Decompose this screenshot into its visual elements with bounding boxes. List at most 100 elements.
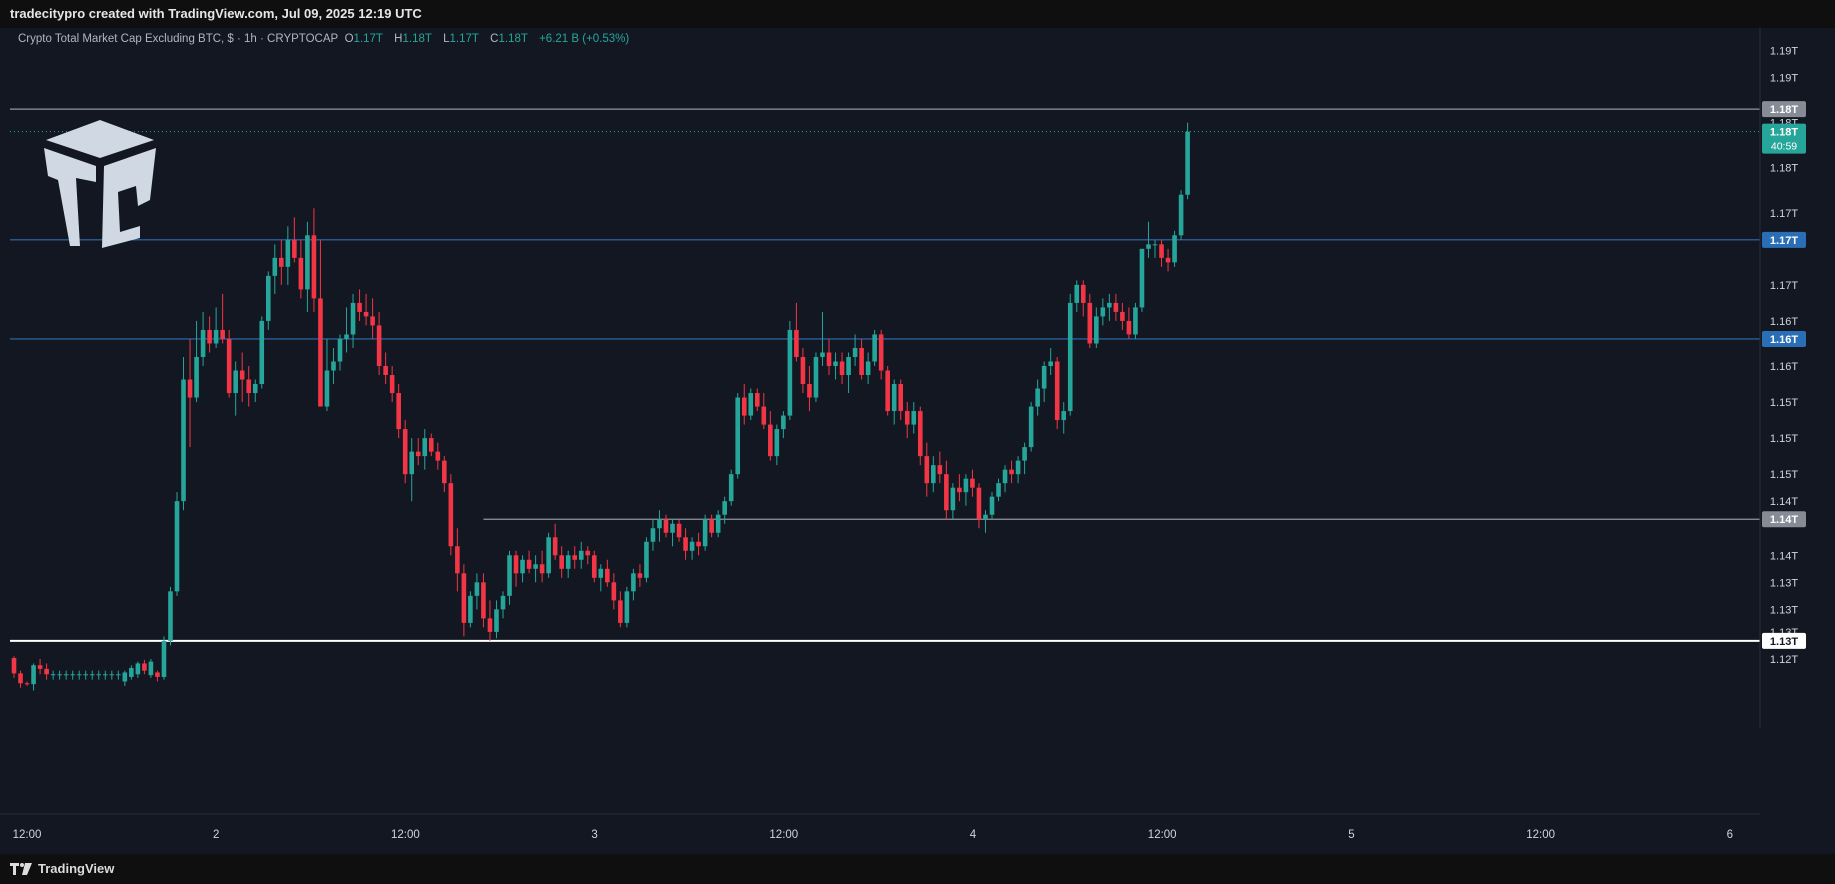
candle-body: [611, 582, 617, 601]
candle-body: [239, 370, 245, 380]
candle-body: [820, 352, 825, 357]
price-tick-label: 1.17T: [1770, 280, 1798, 292]
candle-body: [931, 465, 936, 484]
candle-body: [1022, 447, 1027, 461]
price-chart[interactable]: 1.19T 1.19T 1.18T 1.18T 1.17T 1.17T 1.16T 1.16T…: [0, 28, 1835, 854]
candle-body: [83, 674, 89, 676]
candle-body: [109, 674, 115, 676]
legend-symbol: Crypto Total Market Cap Excluding BTC, $…: [18, 33, 339, 45]
countdown-label: 40:59: [1771, 141, 1797, 153]
price-level-badge: [1762, 632, 1806, 649]
candle-body: [1061, 411, 1067, 421]
candle-body: [741, 397, 747, 416]
candle-body: [963, 478, 969, 493]
legend-low-label: L: [443, 33, 450, 45]
candle-body: [1080, 284, 1086, 303]
candle-body: [265, 275, 271, 321]
candle-body: [533, 564, 538, 569]
time-tick-label: 4: [970, 829, 977, 841]
tradingview-brand[interactable]: TradingView: [10, 854, 114, 884]
candle-body: [1172, 235, 1177, 263]
candle-body: [122, 672, 128, 682]
candle-body: [155, 672, 160, 677]
price-tick-label: 1.19T: [1770, 73, 1798, 85]
candle-body: [331, 361, 336, 371]
candle-body: [644, 541, 649, 578]
candle-body: [435, 451, 441, 461]
candle-body: [76, 674, 82, 676]
time-tick-label: 12:00: [1526, 829, 1555, 841]
candle-body: [337, 338, 343, 362]
candle-body: [552, 537, 558, 556]
candle-body: [1002, 469, 1008, 484]
tradingview-logo-icon: [10, 863, 32, 875]
candles: [11, 122, 1190, 691]
price-level-labels: 1.18T 1.17T 1.16T 1.14T 1.13T 1.18T 40:59: [1762, 101, 1806, 649]
candle-body: [311, 235, 317, 299]
candle-body: [350, 302, 356, 335]
candle-body: [357, 302, 362, 312]
candle-body: [885, 370, 890, 412]
attribution-text: tradecitypro created with TradingView.co…: [10, 6, 422, 21]
candle-body: [220, 329, 225, 339]
candle-body: [422, 438, 428, 457]
time-axis: 12:00212:00312:00412:00512:00612:00712:0…: [0, 813, 1760, 841]
candle-body: [96, 674, 102, 676]
candle-body: [1107, 302, 1112, 308]
time-tick-label: 12:00: [1148, 829, 1177, 841]
candle-body: [187, 379, 193, 398]
candle-body: [728, 474, 734, 502]
candle-body: [1100, 307, 1106, 317]
price-tick-label: 1.18T: [1770, 163, 1798, 175]
candle-body: [852, 347, 858, 357]
chart-legend: Crypto Total Market Cap Excluding BTC, $…: [18, 33, 629, 45]
candle-body: [1133, 307, 1138, 335]
candle-body: [1048, 361, 1053, 366]
candle-body: [1120, 311, 1125, 321]
candle-body: [774, 429, 780, 457]
candle-body: [898, 384, 904, 412]
candle-body: [102, 674, 108, 676]
candle-body: [585, 550, 591, 556]
price-tick-label: 1.14T: [1770, 550, 1798, 562]
candle-body: [911, 411, 917, 425]
candle-body: [846, 356, 851, 376]
price-level-label: 1.16T: [1770, 334, 1798, 346]
legend-close-label: C: [490, 33, 499, 45]
candle-body: [200, 329, 206, 357]
candle-body: [1152, 244, 1158, 246]
candle-body: [957, 487, 962, 493]
candle-body: [481, 582, 486, 619]
time-tick-label: 12:00: [769, 829, 798, 841]
candle-body: [578, 550, 584, 560]
candle-body: [11, 658, 17, 674]
candle-body: [670, 523, 675, 533]
candle-body: [1015, 460, 1021, 475]
candle-body: [1009, 469, 1014, 475]
price-level-badge: [1762, 101, 1806, 118]
time-tick-label: 2: [213, 829, 219, 841]
candle-body: [839, 361, 845, 376]
brand-logo-icon: [44, 120, 156, 248]
price-level-label: 1.14T: [1770, 514, 1798, 526]
candle-body: [657, 519, 662, 529]
price-tick-label: 1.14T: [1770, 496, 1798, 508]
candle-body: [1074, 284, 1080, 303]
candle-body: [924, 456, 930, 484]
candle-body: [833, 361, 838, 366]
candle-body: [246, 379, 252, 394]
candle-body: [383, 366, 388, 376]
candle-body: [768, 424, 773, 457]
candle-body: [539, 564, 545, 574]
candle-body: [715, 514, 721, 533]
legend-high-label: H: [394, 33, 403, 45]
price-level-label: 1.18T: [1770, 104, 1798, 116]
legend-open-value: 1.17T: [353, 33, 383, 45]
candle-body: [605, 568, 610, 583]
candle-body: [252, 384, 258, 394]
price-tick-label: 1.17T: [1770, 208, 1798, 220]
price-tick-label: 1.15T: [1770, 469, 1798, 481]
candle-body: [1178, 194, 1184, 236]
candle-body: [442, 460, 447, 484]
